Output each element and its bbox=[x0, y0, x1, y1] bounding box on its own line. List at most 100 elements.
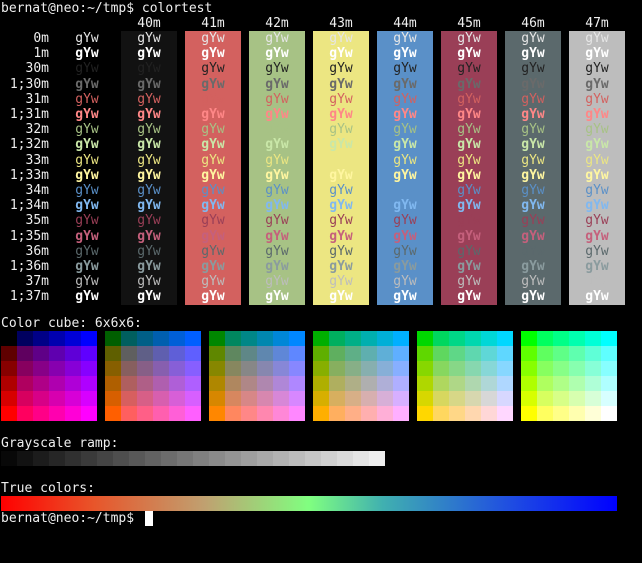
sample-text: gYw bbox=[329, 61, 353, 77]
color-cube-cell bbox=[105, 331, 121, 346]
bg-header-46m: 46m bbox=[521, 16, 545, 31]
color-cube-cell bbox=[417, 361, 433, 376]
color-cube-cell bbox=[289, 406, 305, 421]
sample-text: gYw bbox=[329, 198, 353, 214]
sample-text: gYw bbox=[201, 167, 225, 183]
sample-text: gYw bbox=[585, 259, 609, 274]
sample-text: gYw bbox=[457, 243, 481, 259]
true-colors-gradient bbox=[1, 496, 617, 511]
color-cube-cell bbox=[329, 376, 345, 391]
sample-text: gYw bbox=[201, 183, 225, 198]
sample-text: gYw bbox=[393, 259, 417, 274]
color-cube-cell bbox=[377, 361, 393, 376]
sample-text: gYw bbox=[457, 46, 481, 62]
gray-swatch bbox=[1, 451, 17, 466]
color-cube-cell bbox=[209, 391, 225, 406]
sample-text: gYw bbox=[137, 122, 161, 138]
row-label: 1;36m bbox=[9, 259, 49, 274]
color-cube-cell bbox=[465, 376, 481, 391]
sample-text: gYw bbox=[457, 122, 481, 138]
color-cube-cell bbox=[137, 391, 153, 406]
sample-text: gYw bbox=[585, 228, 609, 244]
color-cube-cell bbox=[465, 331, 481, 346]
sample-text: gYw bbox=[201, 91, 225, 107]
sample-text: gYw bbox=[265, 213, 289, 229]
sample-text: gYw bbox=[329, 167, 353, 183]
sample-text: gYw bbox=[521, 46, 545, 62]
sample-text: gYw bbox=[393, 61, 417, 77]
sample-text: gYw bbox=[265, 167, 289, 183]
sample-text: gYw bbox=[521, 198, 545, 214]
color-cube-cell bbox=[49, 361, 65, 376]
color-cube-cell bbox=[169, 391, 185, 406]
color-cube-cell bbox=[393, 346, 409, 361]
color-cube-cell bbox=[17, 406, 33, 421]
color-cube-cell bbox=[433, 361, 449, 376]
color-cube-cell bbox=[361, 406, 377, 421]
bg-header-42m: 42m bbox=[265, 16, 289, 31]
color-cube-cell bbox=[601, 361, 617, 376]
sample-text: gYw bbox=[137, 243, 161, 259]
color-cube-cell bbox=[225, 346, 241, 361]
sample-text: gYw bbox=[75, 152, 99, 168]
sample-text: gYw bbox=[75, 259, 99, 274]
sample-text: gYw bbox=[75, 107, 99, 122]
sample-text: gYw bbox=[585, 289, 609, 305]
sample-text: gYw bbox=[265, 31, 289, 46]
sample-text: gYw bbox=[585, 31, 609, 46]
sample-text: gYw bbox=[585, 122, 609, 138]
color-cube-cell bbox=[433, 331, 449, 346]
color-cube-cell bbox=[417, 331, 433, 346]
bg-header-40m: 40m bbox=[137, 16, 161, 31]
color-cube-cell bbox=[345, 391, 361, 406]
sample-text: gYw bbox=[457, 167, 481, 183]
color-cube-cell bbox=[33, 346, 49, 361]
color-cube-cell bbox=[481, 346, 497, 361]
color-cube-cell bbox=[273, 406, 289, 421]
sample-text: gYw bbox=[329, 31, 353, 46]
sample-text: gYw bbox=[75, 213, 99, 229]
sample-text: gYw bbox=[329, 107, 353, 122]
color-cube-cell bbox=[185, 391, 201, 406]
row-label: 1;35m bbox=[9, 228, 49, 244]
color-cube-cell bbox=[33, 331, 49, 346]
color-cube-cell bbox=[449, 346, 465, 361]
sample-text: gYw bbox=[521, 91, 545, 107]
sample-text: gYw bbox=[521, 137, 545, 153]
sample-text: gYw bbox=[75, 91, 99, 107]
color-cube-cell bbox=[553, 331, 569, 346]
sample-text: gYw bbox=[329, 289, 353, 305]
sample-text: gYw bbox=[521, 259, 545, 274]
color-cube-cell bbox=[465, 361, 481, 376]
color-cube-cell bbox=[153, 346, 169, 361]
sample-text: gYw bbox=[393, 228, 417, 244]
sample-text: gYw bbox=[201, 152, 225, 168]
bg-column-43m bbox=[313, 31, 369, 305]
sample-text: gYw bbox=[585, 213, 609, 229]
sample-text: gYw bbox=[137, 76, 161, 92]
color-cube-cell bbox=[241, 391, 257, 406]
sample-text: gYw bbox=[521, 228, 545, 244]
row-label: 34m bbox=[25, 183, 49, 198]
color-cube-cell bbox=[65, 391, 81, 406]
prompt-line[interactable]: bernat@neo:~/tmp$ bbox=[1, 511, 142, 526]
color-cube-cell bbox=[585, 376, 601, 391]
color-cube-cell bbox=[17, 346, 33, 361]
color-cube-cell bbox=[345, 361, 361, 376]
color-cube-cell bbox=[569, 361, 585, 376]
sample-text: gYw bbox=[585, 274, 609, 290]
sample-text: gYw bbox=[265, 198, 289, 214]
color-cube-cell bbox=[433, 346, 449, 361]
color-cube-cell bbox=[329, 391, 345, 406]
color-cube-cell bbox=[105, 361, 121, 376]
sample-text: gYw bbox=[457, 31, 481, 46]
color-cube-cell bbox=[81, 361, 97, 376]
color-cube-cell bbox=[105, 391, 121, 406]
gray-swatch bbox=[353, 451, 369, 466]
color-cube-cell bbox=[537, 406, 553, 421]
sample-text: gYw bbox=[265, 122, 289, 138]
gray-swatch bbox=[225, 451, 241, 466]
gray-swatch bbox=[305, 451, 321, 466]
color-cube-cell bbox=[601, 406, 617, 421]
bg-header-43m: 43m bbox=[329, 16, 353, 31]
